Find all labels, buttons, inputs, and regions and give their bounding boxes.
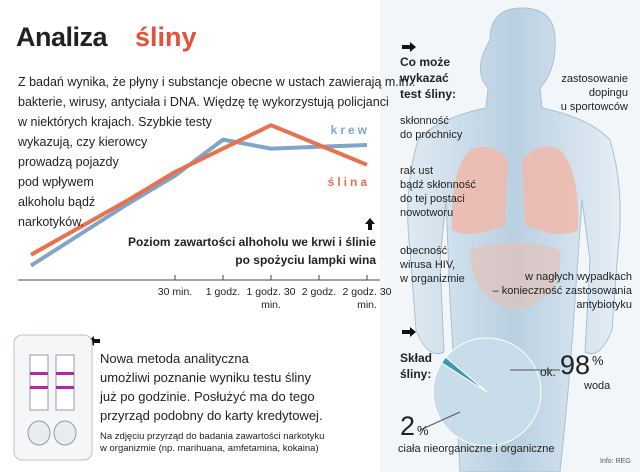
finding: rak ust xyxy=(400,165,434,177)
intro-line: narkotyków. xyxy=(18,215,85,229)
intro-line: bakterie, wirusy, antyciała i DNA. Więdz… xyxy=(18,95,389,109)
caption-line: Na zdjęciu przyrząd do badania zawartośc… xyxy=(100,431,325,442)
question: Co może xyxy=(400,55,451,69)
finding: dopingu xyxy=(588,87,628,99)
finding: nowotworu xyxy=(400,207,454,219)
x-tick-label: 1 godz. xyxy=(205,286,241,298)
finding: zastosowanie xyxy=(561,73,628,85)
finding: w organizmie xyxy=(400,273,465,285)
finding: wirusa HIV, xyxy=(400,259,456,271)
intro-line: wykazują, czy kierowcy xyxy=(18,135,148,149)
value-unit: % xyxy=(417,423,429,438)
slice-name: woda xyxy=(584,380,611,392)
title-accent: śliny xyxy=(135,22,197,52)
intro-line: prowadzą pojazdy xyxy=(18,155,119,169)
intro-line: alkoholu bądź xyxy=(18,195,96,209)
method-line: już po godzinie. Posłużyć ma do tego xyxy=(100,389,315,404)
finding: u sportowców xyxy=(560,101,628,113)
caption-line: w organizmie (np. marihuana, amfetamina,… xyxy=(100,443,319,454)
x-tick-label: 2 godz. 30 min. xyxy=(342,286,392,311)
leader xyxy=(419,411,461,431)
value-label: 2 xyxy=(400,411,416,441)
chart-title: po spożyciu lampki wina xyxy=(235,253,376,267)
finding: skłonność xyxy=(400,115,449,127)
intro-line: pod wpływem xyxy=(18,175,94,189)
finding: w nagłych wypadkach xyxy=(524,271,632,283)
chart-title: Poziom zawartości alhoholu we krwi i śli… xyxy=(127,235,376,249)
intro-line: w niektórych krajach. Szybkie testy xyxy=(18,115,212,129)
series-label: ślina xyxy=(327,175,370,189)
finding: obecność xyxy=(400,245,448,257)
method-line: umożliwi poznanie wyniku testu śliny xyxy=(100,370,311,385)
value-unit: % xyxy=(592,353,604,368)
x-tick-label: 30 min. xyxy=(157,286,193,298)
question: wykazać xyxy=(400,71,449,85)
pie-title: Skład xyxy=(400,351,433,365)
value-prefix: ok. xyxy=(540,365,557,379)
slice-name: ciała nieorganiczne i organiczne xyxy=(398,443,555,455)
series-label: krew xyxy=(330,123,370,137)
pie-title: śliny: xyxy=(400,367,432,381)
line-0 xyxy=(29,137,368,268)
title: Analiza xyxy=(16,22,108,52)
finding: do próchnicy xyxy=(400,129,463,141)
test-device xyxy=(13,334,93,461)
pie-slice xyxy=(440,356,488,393)
lungs xyxy=(451,146,579,234)
method-line: Nowa metoda analityczna xyxy=(100,351,249,366)
method-line: przyrząd podobny do karty kredytowej. xyxy=(100,408,323,423)
finding: – konieczność zastosowania xyxy=(492,285,632,297)
question: test śliny: xyxy=(400,87,457,101)
line-1 xyxy=(30,123,368,257)
finding: bądź skłonność xyxy=(400,179,476,191)
finding: do tej postaci xyxy=(400,193,465,205)
x-tick-label: 1 godz. 30 min. xyxy=(246,286,296,311)
organs xyxy=(470,242,561,310)
credit: Info: REG xyxy=(600,458,631,465)
finding: antybiotyku xyxy=(576,299,632,311)
value-label: 98 xyxy=(560,350,591,380)
x-tick-label: 2 godz. xyxy=(301,286,337,298)
intro-line: Z badań wynika, że płyny i substancje ob… xyxy=(18,75,416,89)
